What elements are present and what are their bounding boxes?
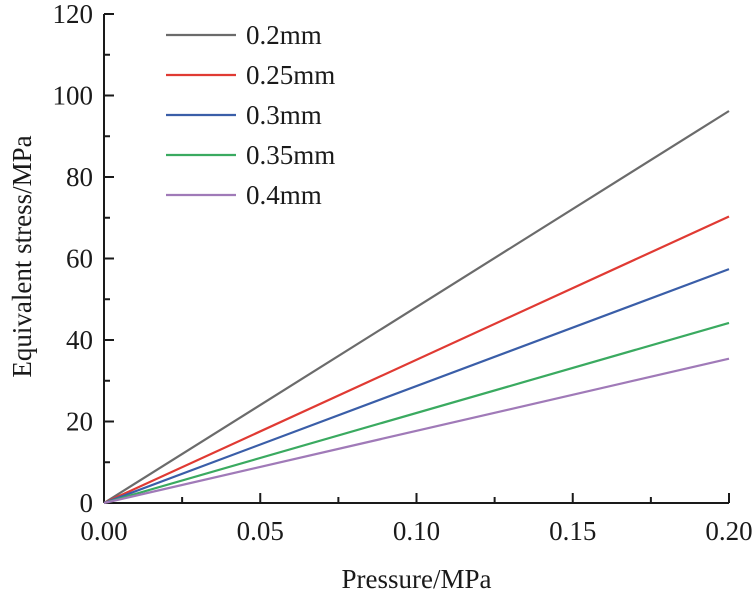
- legend-label-2: 0.25mm: [246, 60, 335, 90]
- y-tick-label: 40: [66, 325, 93, 355]
- legend-label-5: 0.4mm: [246, 180, 322, 210]
- y-tick-label: 60: [66, 244, 93, 274]
- y-tick-label: 100: [53, 81, 94, 111]
- series-line-3: [103, 268, 730, 505]
- x-tick-label: 0.15: [549, 516, 596, 546]
- y-axis: 0 20 40 60 80 100 120: [53, 0, 114, 518]
- y-axis-title: Equivalent stress/MPa: [7, 135, 37, 377]
- x-axis-title: Pressure/MPa: [342, 564, 492, 594]
- x-tick-label: 0.05: [237, 516, 284, 546]
- y-tick-label: 120: [53, 0, 94, 29]
- y-tick-label: 80: [66, 162, 93, 192]
- series-line-4: [103, 321, 730, 505]
- legend-label-3: 0.3mm: [246, 100, 322, 130]
- y-tick-label: 0: [80, 488, 94, 518]
- y-tick-label: 20: [66, 407, 93, 437]
- x-axis: 0.00 0.05 0.10 0.15 0.20: [80, 493, 753, 546]
- x-tick-label: 0.20: [705, 516, 752, 546]
- legend: 0.2mm 0.25mm 0.3mm 0.35mm 0.4mm: [166, 20, 335, 210]
- series-group: [103, 110, 730, 505]
- series-line-5: [103, 357, 730, 505]
- series-line-2: [103, 215, 730, 504]
- x-tick-label: 0.00: [80, 516, 127, 546]
- legend-label-1: 0.2mm: [246, 20, 322, 50]
- series-line-1: [103, 110, 730, 504]
- legend-label-4: 0.35mm: [246, 140, 335, 170]
- x-tick-label: 0.10: [393, 516, 440, 546]
